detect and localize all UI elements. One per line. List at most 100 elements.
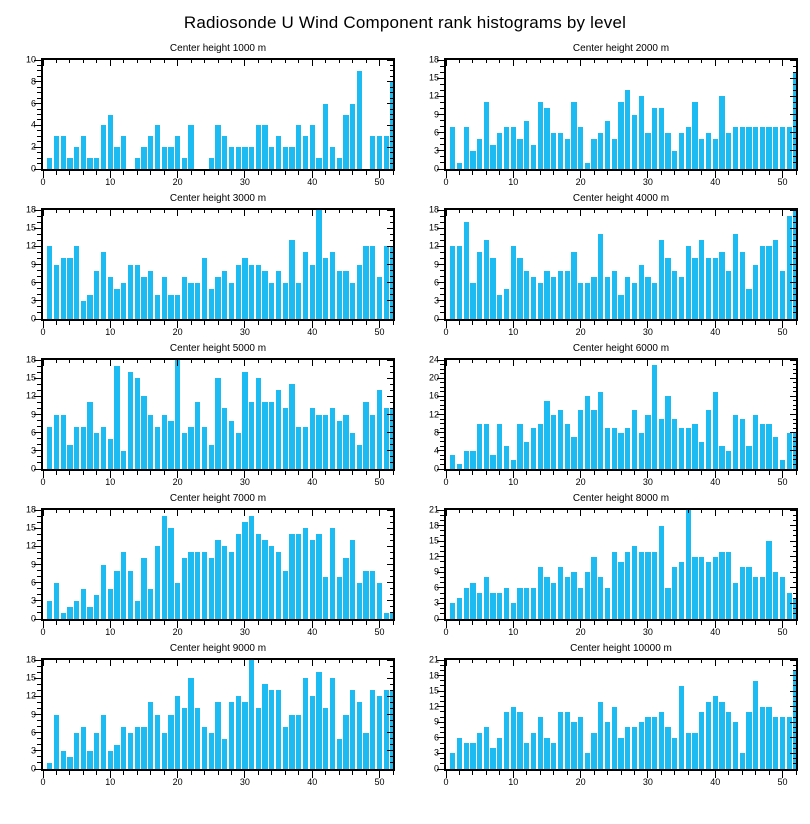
y-tick-mark — [793, 545, 796, 547]
bar — [148, 270, 154, 319]
y-tick-mark — [37, 570, 41, 572]
y-tick-mark — [390, 270, 393, 272]
x-tick-mark — [607, 60, 609, 63]
bar — [719, 551, 725, 619]
bar — [773, 717, 779, 769]
x-tick-label: 30 — [642, 777, 653, 787]
bar — [208, 444, 214, 469]
bar — [719, 252, 725, 319]
x-tick-mark — [566, 171, 568, 175]
y-tick-mark — [37, 426, 41, 428]
bar — [672, 737, 678, 769]
x-tick-mark — [109, 210, 111, 216]
x-tick-mark — [190, 621, 192, 625]
bar — [463, 587, 469, 619]
y-tick-mark — [37, 762, 41, 764]
y-tick-mark — [793, 441, 796, 443]
bar — [235, 696, 241, 769]
y-tick-mark — [387, 600, 393, 602]
y-tick-mark — [440, 239, 444, 241]
bar — [343, 714, 349, 769]
x-tick-mark — [204, 60, 206, 63]
x-tick-mark — [352, 210, 354, 213]
y-tick-mark — [390, 420, 393, 422]
x-tick-mark — [298, 621, 300, 625]
x-tick-label: 50 — [374, 777, 385, 787]
x-tick-mark — [55, 321, 57, 325]
x-tick-mark — [338, 360, 340, 363]
bar — [611, 551, 617, 619]
x-tick-label: 40 — [307, 477, 318, 487]
x-tick-label: 10 — [105, 177, 116, 187]
x-tick-mark — [55, 621, 57, 625]
x-tick-mark — [379, 210, 381, 216]
x-tick-mark — [150, 210, 152, 213]
y-tick-mark — [793, 423, 796, 425]
x-tick-mark — [69, 471, 71, 475]
bar — [752, 126, 759, 169]
y-tick-mark — [387, 227, 393, 229]
bar — [483, 240, 489, 319]
x-tick-mark — [593, 510, 595, 513]
bar — [174, 360, 181, 469]
x-tick-mark — [593, 171, 595, 175]
x-tick-mark — [82, 210, 84, 213]
y-tick-mark — [390, 86, 393, 88]
x-tick-mark — [123, 321, 125, 325]
y-tick-mark — [793, 83, 796, 85]
bar — [551, 582, 557, 619]
bar — [349, 282, 356, 319]
x-tick-label: 40 — [307, 177, 318, 187]
bar — [282, 282, 288, 319]
x-tick-mark — [55, 60, 57, 63]
bar — [53, 582, 60, 619]
bar — [323, 576, 329, 619]
y-tick-mark — [793, 695, 796, 697]
plot-area: 0 3 6 9 12 15 18 0 10 20 30 40 50 — [26, 505, 395, 637]
x-tick-mark — [123, 360, 125, 363]
y-tick-mark — [37, 70, 41, 72]
x-tick-mark — [150, 510, 152, 513]
x-tick-label: 0 — [443, 477, 449, 487]
bar — [47, 246, 53, 319]
y-tick-label: 9 — [30, 709, 36, 719]
bar — [470, 450, 476, 469]
x-tick-label: 10 — [508, 477, 519, 487]
bar — [242, 702, 248, 769]
y-tick-mark — [440, 463, 444, 465]
x-tick-mark — [687, 210, 689, 213]
x-tick-mark — [580, 360, 582, 366]
bar — [282, 570, 288, 619]
x-tick-label: 0 — [40, 627, 46, 637]
bar — [349, 540, 356, 619]
bar — [383, 690, 389, 769]
bar — [349, 690, 356, 769]
y-tick-label: 18 — [428, 670, 439, 681]
x-tick-mark — [512, 210, 514, 216]
y-tick-mark — [440, 138, 444, 140]
x-tick-mark — [338, 171, 340, 175]
bar — [786, 593, 792, 619]
bar — [262, 540, 268, 619]
y-tick-label: 24 — [428, 354, 439, 365]
y-tick-mark — [437, 752, 444, 754]
bar — [235, 147, 241, 169]
x-tick-mark — [311, 471, 313, 478]
y-tick-mark — [37, 401, 41, 403]
x-tick-mark — [526, 360, 528, 363]
y-tick-mark — [390, 401, 393, 403]
bar — [235, 534, 241, 619]
y-tick-mark — [790, 556, 796, 558]
x-tick-mark — [620, 171, 622, 175]
x-tick-mark — [485, 510, 487, 513]
y-tick-mark — [437, 540, 444, 542]
x-tick-mark — [365, 321, 367, 325]
x-tick-mark — [55, 510, 57, 513]
y-tick-mark — [793, 597, 796, 599]
x-tick-label: 50 — [777, 327, 788, 337]
bar — [611, 270, 617, 319]
bar — [618, 294, 624, 319]
bar — [329, 528, 336, 619]
x-tick-mark — [512, 510, 514, 516]
y-tick-label: 12 — [25, 690, 36, 701]
